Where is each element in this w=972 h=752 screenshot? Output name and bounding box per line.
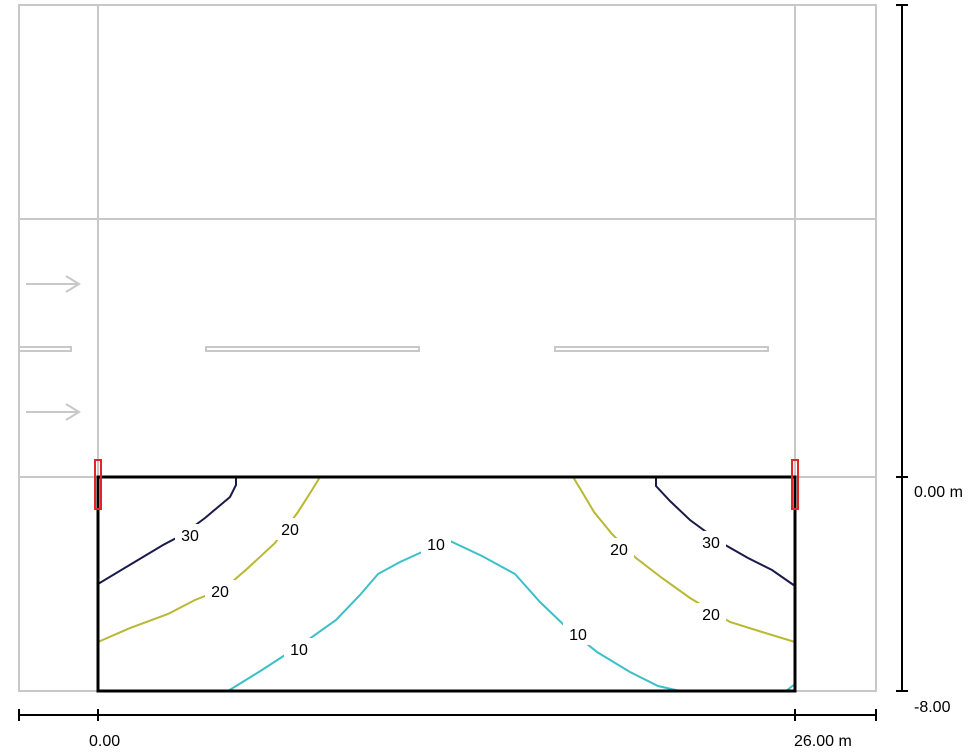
isoline-label-20: 20 [702, 607, 720, 624]
isoline-label-20: 20 [211, 584, 229, 601]
isoline-label-20: 20 [281, 522, 299, 539]
vertical-scale [896, 4, 908, 692]
isolines [97, 476, 796, 692]
arrow-right-icon [26, 275, 81, 293]
isoline-labels: 30 20 20 10 10 20 30 20 10 [175, 518, 726, 660]
horizontal-scale-start-label: 0.00 [89, 733, 120, 750]
isoline-label-20: 20 [610, 542, 628, 559]
luminaire-left[interactable] [94, 459, 102, 510]
isoline-20-right [572, 476, 796, 643]
isoline-30-left [97, 477, 237, 585]
traffic-direction-arrows [26, 275, 81, 421]
isoline-20-left [97, 476, 321, 643]
lane-dash [554, 346, 769, 352]
lane-dash [18, 346, 72, 352]
vertical-scale-bottom-label: -8.00 [914, 699, 951, 716]
isoline-label-10: 10 [569, 627, 587, 644]
lane-markings [18, 346, 769, 352]
isoline-10 [227, 539, 681, 692]
arrow-right-icon [26, 403, 81, 421]
vertical-scale-top-label: 0.00 m [914, 484, 963, 501]
lane-dash [205, 346, 420, 352]
isoline-label-30: 30 [702, 535, 720, 552]
isoline-label-10: 10 [427, 537, 445, 554]
luminaire-right[interactable] [791, 459, 799, 510]
isoline-label-10: 10 [290, 642, 308, 659]
calculation-field-outline [96, 475, 797, 693]
horizontal-scale [18, 709, 877, 721]
horizontal-scale-end-label: 26.00 m [794, 733, 852, 750]
isoline-label-30: 30 [181, 528, 199, 545]
